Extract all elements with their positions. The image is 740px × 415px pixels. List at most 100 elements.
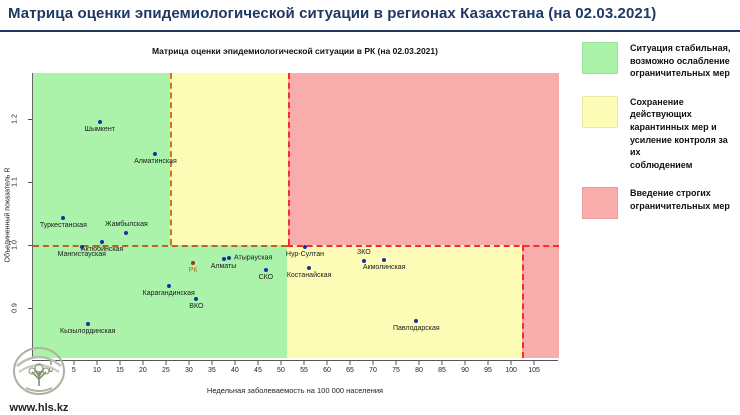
data-point [191, 261, 196, 266]
risk-zone [522, 245, 559, 358]
x-tick-label: 85 [438, 367, 446, 374]
y-axis: 0.9 1.0 1.1 1.2 [12, 73, 32, 358]
legend-item: Ситуация стабильная, возможно ослабление… [582, 42, 738, 80]
data-point [166, 284, 171, 289]
x-tick-label: 0 [48, 367, 53, 374]
risk-zone [170, 73, 289, 246]
point-label: Туркестанская [39, 222, 87, 230]
x-tick-mark [96, 361, 98, 365]
header-divider [0, 30, 740, 32]
y-tick-label: 1.1 [11, 177, 19, 187]
x-tick-label: 55 [300, 367, 308, 374]
data-point [124, 230, 129, 235]
legend-swatch [582, 187, 618, 220]
point-label: РК [188, 267, 198, 275]
legend-item: Сохранение действующих карантинных мер и… [582, 95, 738, 172]
point-label: Актюбинская [80, 245, 124, 253]
x-tick-label: 80 [415, 367, 423, 374]
data-point [61, 216, 66, 221]
x-tick-label: 20 [139, 367, 147, 374]
x-tick-mark [165, 361, 167, 365]
data-point [100, 239, 105, 244]
point-label: Павлодарская [393, 324, 440, 332]
point-label: Нур-Султан [285, 251, 325, 259]
legend-item: Введение строгих ограничительных мер [582, 187, 738, 220]
x-tick-label: 90 [461, 367, 469, 374]
x-tick-mark [73, 361, 75, 365]
data-point [85, 321, 90, 326]
legend-text: Сохранение действующих карантинных мер и… [630, 96, 728, 170]
x-tick-label: 50 [277, 367, 285, 374]
point-label: СКО [258, 274, 274, 282]
x-tick-mark [234, 361, 236, 365]
threshold-line-horizontal [286, 245, 559, 248]
y-tick-mark [28, 308, 32, 310]
x-tick-label: 40 [231, 367, 239, 374]
x-tick-label: 65 [346, 367, 354, 374]
point-label: Костанайская [286, 272, 332, 280]
legend-swatch [582, 42, 618, 74]
x-tick-label: 25 [162, 367, 170, 374]
data-point [302, 245, 307, 250]
risk-zone [288, 73, 559, 246]
chart-title: Матрица оценки эпидемиологической ситуац… [152, 46, 438, 56]
x-tick-label: 30 [185, 367, 193, 374]
data-point [153, 151, 158, 156]
logo-url: www.hls.kz [9, 402, 69, 414]
data-point [227, 256, 232, 261]
point-label: Акмолинская [362, 264, 406, 272]
y-tick-label: 0.9 [11, 303, 19, 314]
threshold-line-vertical [522, 245, 525, 358]
x-tick-mark [326, 361, 328, 365]
point-label: Карагандинская [142, 290, 195, 298]
x-tick-label: 105 [528, 367, 540, 374]
page-title: Матрица оценки эпидемиологической ситуац… [8, 5, 657, 22]
x-tick-label: 60 [323, 367, 331, 374]
legend-swatch [582, 95, 618, 128]
point-label: ЗКО [357, 248, 371, 256]
x-tick-mark [257, 361, 259, 365]
point-label: Алматы [210, 263, 237, 270]
x-tick-label: 15 [115, 367, 124, 374]
risk-zone [33, 73, 171, 246]
y-axis-label: Объединенный показатель R [4, 167, 12, 263]
x-tick-label: 75 [392, 367, 400, 374]
x-tick-label: 95 [484, 367, 492, 374]
x-tick-mark [349, 361, 351, 365]
x-tick-mark [533, 361, 535, 365]
x-axis-label: Недельная заболеваемость на 100 000 насе… [206, 386, 384, 395]
data-point [382, 258, 387, 263]
x-tick-mark [211, 361, 213, 365]
x-tick-label: 35 [208, 367, 216, 374]
x-tick-mark [510, 361, 512, 365]
point-label: Атырауская [234, 254, 273, 262]
data-point [361, 258, 366, 263]
data-point [194, 296, 199, 301]
x-tick-mark [142, 361, 144, 365]
y-tick-mark [28, 182, 32, 184]
x-tick-mark [441, 361, 443, 365]
x-tick-mark [487, 361, 489, 365]
y-tick-label: 1.2 [11, 114, 19, 124]
y-tick-mark [28, 245, 32, 247]
threshold-line-horizontal [33, 245, 287, 248]
legend: Ситуация стабильная, возможно ослабление… [582, 42, 738, 220]
x-tick-label: 70 [369, 367, 377, 374]
threshold-line-vertical [170, 73, 173, 246]
x-tick-mark [464, 361, 466, 365]
data-point [414, 318, 419, 323]
x-axis-line [32, 360, 558, 361]
data-point [307, 266, 312, 271]
y-tick-label: 1.0 [11, 240, 19, 250]
x-tick-mark [418, 361, 420, 365]
x-axis: 0 5 10 15 20 25 30 35 40 45 50 55 60 65 70 75 80 85 90 95 10… [32, 360, 558, 380]
point-label: Алматинская [134, 157, 177, 165]
point-label: Шымкент [84, 126, 115, 134]
risk-zone [286, 245, 523, 358]
plot-area: Шымкент Алматинская Туркестанская Жамбылска… [32, 73, 559, 358]
legend-text: Ситуация стабильная, возможно ослабление… [630, 43, 731, 79]
point-label: Мангистауская [57, 251, 106, 259]
x-tick-mark [395, 361, 397, 365]
x-tick-mark [50, 361, 52, 365]
